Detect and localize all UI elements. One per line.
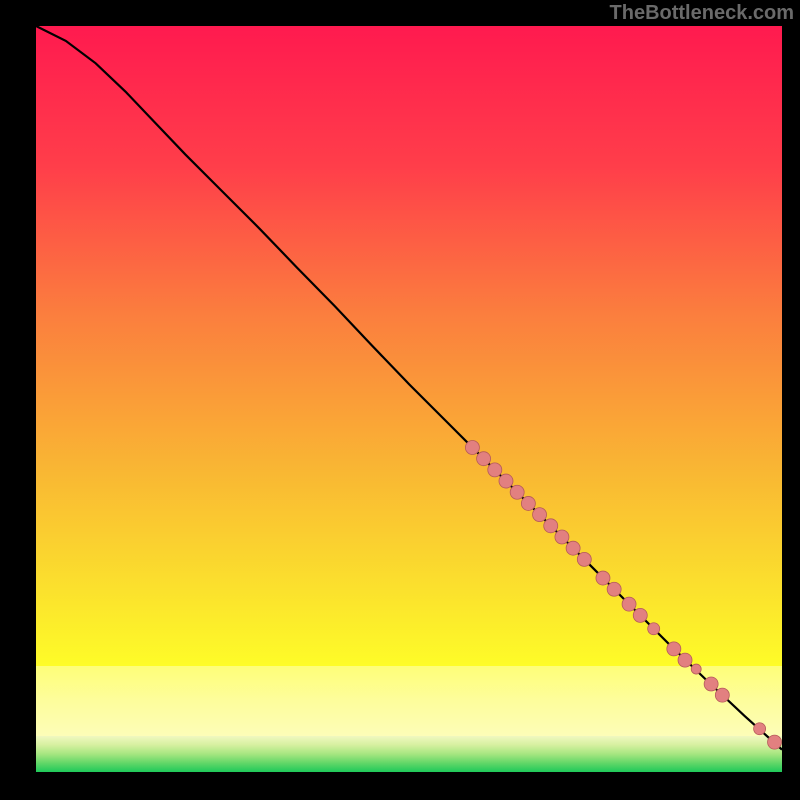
data-marker (633, 608, 647, 622)
chart-plot-area (36, 26, 782, 772)
data-marker (768, 735, 782, 749)
data-marker (465, 440, 479, 454)
data-marker (622, 597, 636, 611)
data-marker (754, 723, 766, 735)
bottleneck-curve (36, 26, 782, 750)
chart-svg (36, 26, 782, 772)
data-marker (596, 571, 610, 585)
data-marker (499, 474, 513, 488)
data-marker (715, 688, 729, 702)
data-marker (607, 582, 621, 596)
data-marker (577, 552, 591, 566)
data-marker (648, 623, 660, 635)
data-markers-group (465, 440, 781, 749)
data-marker (704, 677, 718, 691)
data-marker (510, 485, 524, 499)
data-marker (544, 519, 558, 533)
data-marker (521, 496, 535, 510)
data-marker (477, 452, 491, 466)
watermark-text: TheBottleneck.com (610, 2, 794, 25)
data-marker (667, 642, 681, 656)
data-marker (555, 530, 569, 544)
data-marker (678, 653, 692, 667)
data-marker (488, 463, 502, 477)
data-marker (566, 541, 580, 555)
data-marker (533, 508, 547, 522)
data-marker (691, 664, 701, 674)
